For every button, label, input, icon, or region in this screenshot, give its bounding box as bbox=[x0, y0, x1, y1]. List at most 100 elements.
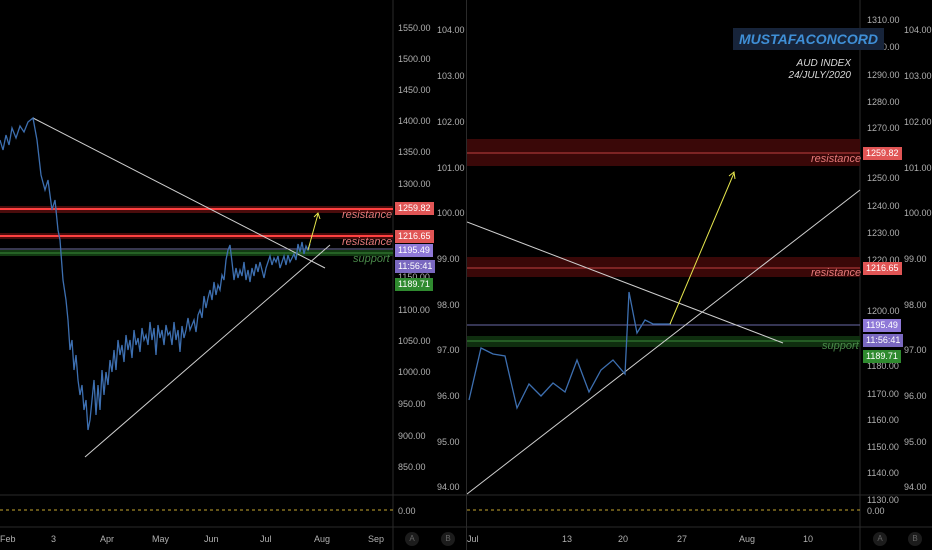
y-tick: 1180.00 bbox=[867, 361, 899, 371]
y-tick: 1150.00 bbox=[867, 442, 899, 452]
y-tick: 1350.00 bbox=[398, 147, 431, 157]
y-tick: 100.00 bbox=[437, 208, 465, 218]
left-chart-canvas[interactable]: resistance resistance support 1550.00 15… bbox=[0, 0, 466, 550]
projection-arrow[interactable] bbox=[669, 172, 735, 325]
left-y-axis-outer[interactable]: 104.00 103.00 102.00 101.00 100.00 99.00… bbox=[437, 25, 465, 492]
price-tag-countdown: 11:56:41 bbox=[863, 334, 904, 347]
y-tick: 97.00 bbox=[904, 345, 927, 355]
price-tag-last: 1195.49 bbox=[863, 319, 901, 332]
x-tick: Feb bbox=[0, 534, 16, 544]
y-tick: 103.00 bbox=[904, 71, 932, 81]
y-tick: 1140.00 bbox=[867, 468, 899, 478]
ascending-trendline[interactable] bbox=[84, 244, 331, 458]
y-tick: 99.00 bbox=[437, 254, 460, 264]
descending-trendline[interactable] bbox=[32, 117, 326, 269]
log-scale-button[interactable]: B bbox=[908, 532, 922, 546]
x-tick: 10 bbox=[803, 534, 813, 544]
y-tick: 96.00 bbox=[437, 391, 460, 401]
projection-arrow-head bbox=[313, 212, 321, 220]
y-tick: 1160.00 bbox=[867, 415, 899, 425]
projection-arrow-head bbox=[728, 171, 736, 180]
y-tick: 98.00 bbox=[437, 300, 460, 310]
x-tick: 13 bbox=[562, 534, 572, 544]
y-tick: 1050.00 bbox=[398, 336, 431, 346]
price-tag-support: 1189.71 bbox=[863, 350, 901, 363]
sub-axis-value: 0.00 bbox=[867, 506, 885, 516]
x-tick: 3 bbox=[51, 534, 56, 544]
y-tick: 101.00 bbox=[437, 163, 465, 173]
resistance-zone-2 bbox=[467, 257, 860, 277]
price-line bbox=[468, 291, 671, 410]
x-tick: Jul bbox=[467, 534, 479, 544]
x-tick: Aug bbox=[314, 534, 330, 544]
price-tag-resistance-1: 1259.82 bbox=[863, 147, 902, 160]
chart-note-line2: 24/JULY/2020 bbox=[788, 70, 851, 81]
y-tick: 1270.00 bbox=[867, 123, 900, 133]
y-tick: 1230.00 bbox=[867, 228, 900, 238]
chart-pane-right[interactable]: resistance resistance support 1310.00 13… bbox=[466, 0, 932, 550]
support-label: support bbox=[822, 340, 860, 352]
right-chart-canvas[interactable]: resistance resistance support 1310.00 13… bbox=[467, 0, 932, 550]
y-tick: 850.00 bbox=[398, 462, 426, 472]
left-x-axis[interactable]: Feb 3 Apr May Jun Jul Aug Sep bbox=[0, 534, 384, 544]
x-tick: Aug bbox=[739, 534, 755, 544]
y-tick: 1000.00 bbox=[398, 367, 431, 377]
y-tick: 1220.00 bbox=[867, 255, 900, 265]
price-tag-last: 1195.49 bbox=[395, 244, 433, 257]
support-label: support bbox=[353, 253, 391, 265]
chart-pane-left[interactable]: resistance resistance support 1550.00 15… bbox=[0, 0, 466, 550]
brand-watermark: MUSTAFACONCORD bbox=[733, 28, 884, 50]
x-tick: 27 bbox=[677, 534, 687, 544]
resistance-label-1: resistance bbox=[811, 153, 861, 165]
x-tick: Jul bbox=[260, 534, 272, 544]
y-tick: 96.00 bbox=[904, 391, 927, 401]
y-tick: 1550.00 bbox=[398, 23, 431, 33]
y-tick: 1280.00 bbox=[867, 97, 900, 107]
left-y-axis-inner[interactable]: 1550.00 1500.00 1450.00 1400.00 1350.00 … bbox=[398, 23, 431, 516]
y-tick: 1300.00 bbox=[398, 179, 431, 189]
y-tick: 1100.00 bbox=[398, 305, 430, 315]
y-tick: 1290.00 bbox=[867, 70, 900, 80]
x-tick: 20 bbox=[618, 534, 628, 544]
y-tick: 102.00 bbox=[904, 117, 932, 127]
y-tick: 104.00 bbox=[904, 25, 932, 35]
chart-note-line1: AUD INDEX bbox=[796, 58, 851, 69]
y-tick: 99.00 bbox=[904, 254, 927, 264]
y-tick: 900.00 bbox=[398, 431, 426, 441]
y-tick: 1240.00 bbox=[867, 201, 900, 211]
y-tick: 94.00 bbox=[904, 482, 927, 492]
price-tag-countdown: 11:56:41 bbox=[395, 260, 436, 273]
y-tick: 95.00 bbox=[437, 437, 460, 447]
resistance-label-2: resistance bbox=[811, 267, 861, 279]
auto-scale-button[interactable]: A bbox=[405, 532, 419, 546]
y-tick: 102.00 bbox=[437, 117, 465, 127]
y-tick: 1400.00 bbox=[398, 116, 431, 126]
x-tick: Sep bbox=[368, 534, 384, 544]
y-tick: 101.00 bbox=[904, 163, 932, 173]
x-tick: Apr bbox=[100, 534, 114, 544]
chart-note: AUD INDEX 24/JULY/2020 bbox=[747, 58, 851, 82]
y-tick: 94.00 bbox=[437, 482, 460, 492]
y-tick: 1500.00 bbox=[398, 54, 431, 64]
right-y-axis-outer[interactable]: 104.00 103.00 102.00 101.00 100.00 99.00… bbox=[904, 25, 932, 492]
descending-trendline[interactable] bbox=[467, 221, 784, 344]
price-tag-resistance-2: 1216.65 bbox=[863, 262, 902, 275]
y-tick: 1310.00 bbox=[867, 15, 900, 25]
projection-arrow[interactable] bbox=[307, 213, 319, 251]
price-tag-resistance-1: 1259.82 bbox=[395, 202, 434, 215]
ascending-trendline[interactable] bbox=[467, 189, 861, 495]
y-tick: 103.00 bbox=[437, 71, 465, 81]
y-tick: 1450.00 bbox=[398, 85, 431, 95]
y-tick: 1170.00 bbox=[867, 389, 899, 399]
y-tick: 1250.00 bbox=[867, 173, 900, 183]
log-scale-button[interactable]: B bbox=[441, 532, 455, 546]
y-tick: 100.00 bbox=[904, 208, 932, 218]
y-tick: 97.00 bbox=[437, 345, 460, 355]
y-tick: 1150.00 bbox=[398, 272, 430, 282]
x-tick: May bbox=[152, 534, 170, 544]
auto-scale-button[interactable]: A bbox=[873, 532, 887, 546]
y-tick: 104.00 bbox=[437, 25, 465, 35]
resistance-label-1: resistance bbox=[342, 209, 392, 221]
price-tag-support: 1189.71 bbox=[395, 278, 433, 291]
right-x-axis[interactable]: Jul 13 20 27 Aug 10 bbox=[467, 534, 813, 544]
